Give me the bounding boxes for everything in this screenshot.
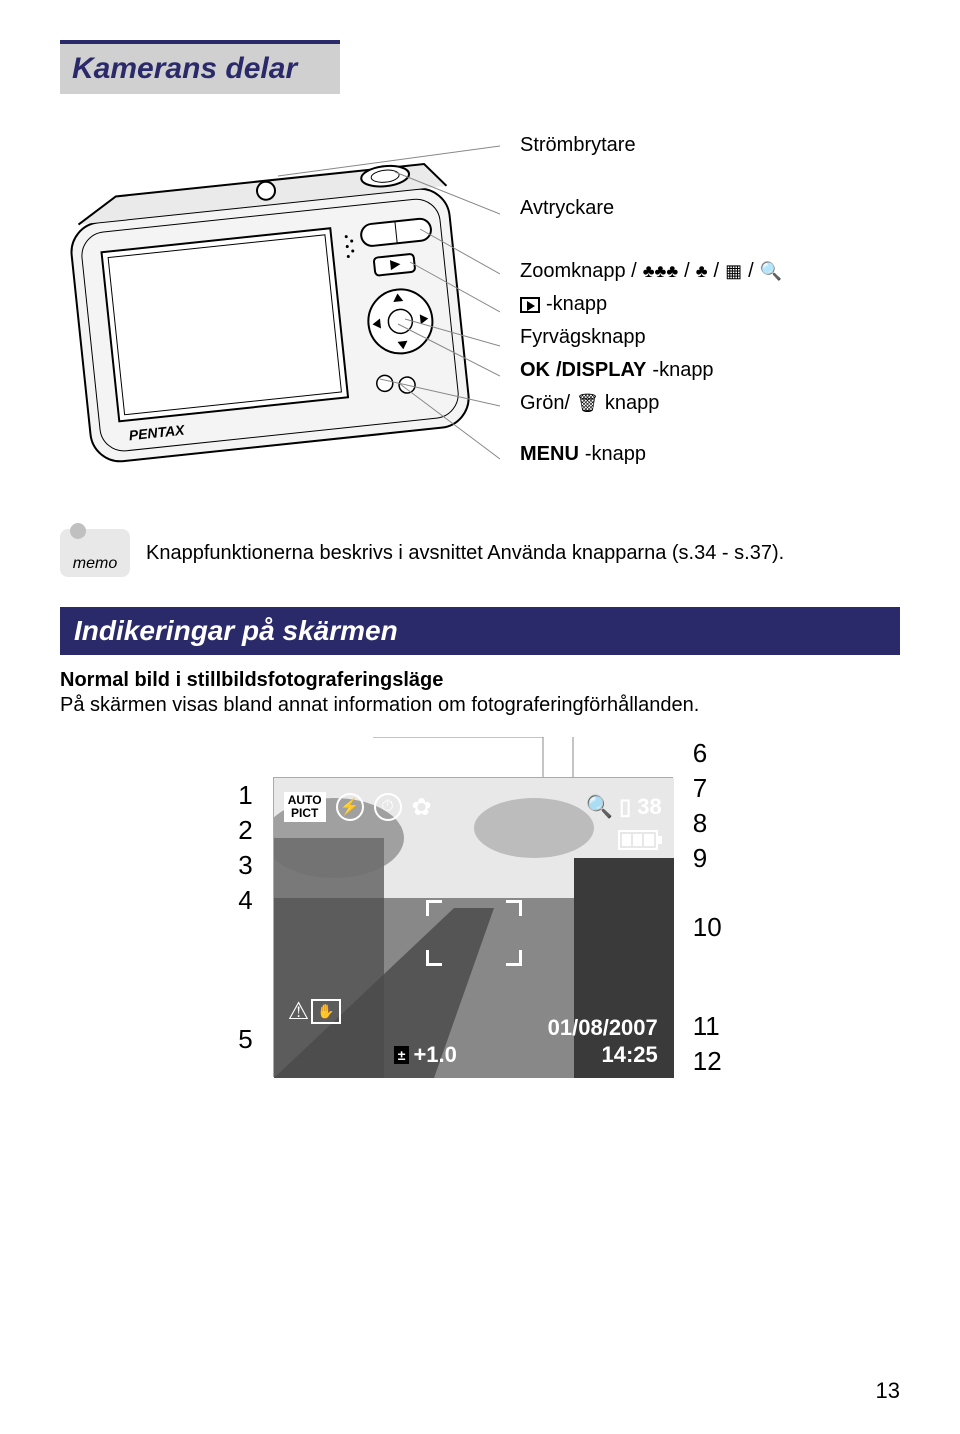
label-play: -knapp — [520, 293, 900, 316]
memo-text: Knappfunktionerna beskrivs i avsnittet A… — [146, 542, 900, 565]
camera-illustration: PENTAX — [60, 114, 500, 499]
subheading: Normal bild i stillbildsfotograferingslä… — [60, 669, 900, 692]
magnifier-icon: 🔍 — [760, 261, 782, 282]
datetime: 01/08/2007 14:25 — [548, 1015, 658, 1068]
num-5: 5 — [238, 1024, 252, 1055]
flash-icon: ⚡ — [336, 793, 364, 821]
zoom-grid-icon: ▦ — [725, 261, 742, 282]
num-1: 1 — [238, 780, 252, 811]
focus-frame — [424, 898, 524, 968]
memo-callout: memo Knappfunktionerna beskrivs i avsnit… — [60, 529, 900, 577]
camera-diagram-section: PENTAX — [60, 114, 900, 499]
zoom-wide-icon: ♣♣♣ — [643, 261, 678, 282]
num-6: 6 — [693, 738, 707, 769]
timer-icon: ⏱ — [374, 793, 402, 821]
auto-pict-icon: AUTO PICT — [284, 792, 326, 822]
ev-compensation: ± +1.0 — [394, 1042, 457, 1068]
body-text: På skärmen visas bland annat information… — [60, 694, 900, 717]
label-green: Grön/ 🗑 knapp — [520, 392, 900, 415]
label-okdisplay: OK /DISPLAY -knapp — [520, 359, 900, 382]
lcd-diagram: 1 2 3 4 5 AUTO — [60, 737, 900, 1077]
memo-badge: memo — [60, 529, 130, 577]
label-shutter: Avtryckare — [520, 197, 900, 220]
num-8: 8 — [693, 808, 707, 839]
zoom-mag-icon: 🔍 — [586, 794, 613, 820]
label-zoom: Zoomknapp / ♣♣♣/ ♣/ ▦/ 🔍 — [520, 260, 900, 283]
label-fourway: Fyrvägsknapp — [520, 326, 900, 349]
num-4: 4 — [238, 885, 252, 916]
trash-icon: 🗑 — [576, 393, 599, 414]
card-icon: ▯ — [619, 794, 631, 820]
num-7: 7 — [693, 773, 707, 804]
camera-labels: Strömbrytare Avtryckare Zoomknapp / ♣♣♣/… — [520, 114, 900, 499]
macro-icon: ✿ — [412, 793, 432, 822]
section-heading: Indikeringar på skärmen — [60, 607, 900, 655]
num-12: 12 — [693, 1046, 722, 1077]
lcd-preview: AUTO PICT ⚡ ⏱ ✿ 🔍 ▯ 38 ⚠✋ — [273, 777, 673, 1077]
num-3: 3 — [238, 850, 252, 881]
play-icon — [520, 297, 540, 313]
label-menu: MENU-knapp — [520, 443, 900, 466]
battery-icon — [618, 830, 658, 850]
page-number: 13 — [876, 1378, 900, 1404]
shots-remaining: 38 — [637, 794, 661, 820]
num-11: 11 — [693, 1011, 720, 1042]
shake-warning-icon: ⚠✋ — [288, 997, 341, 1026]
indicator-nums-left: 1 2 3 4 5 — [238, 760, 252, 1055]
label-power: Strömbrytare — [520, 134, 900, 157]
zoom-tele-icon: ♣ — [696, 261, 708, 282]
num-2: 2 — [238, 815, 252, 846]
indicator-nums-right: 6 7 8 9 10 11 12 — [693, 738, 722, 1077]
num-9: 9 — [693, 843, 707, 874]
page-title: Kamerans delar — [60, 40, 340, 94]
num-10: 10 — [693, 912, 722, 943]
